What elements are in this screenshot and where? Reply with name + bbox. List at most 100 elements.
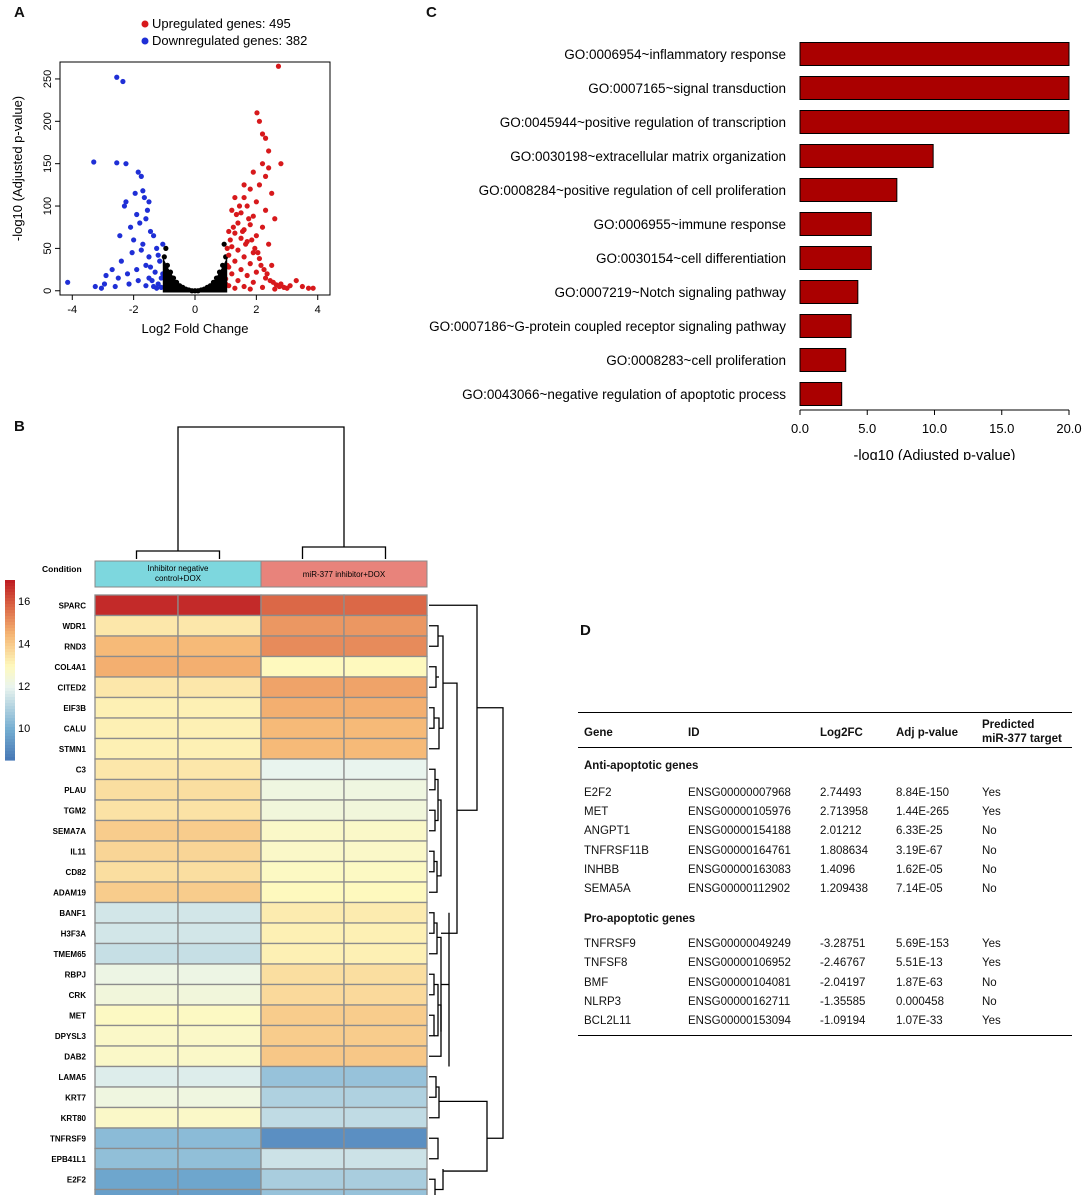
scale-segment [5, 721, 15, 725]
heatmap-cell [343, 1065, 428, 1088]
scatter-point [250, 250, 256, 256]
table-cell: ANGPT1 [584, 825, 631, 838]
scatter-point [144, 207, 151, 213]
table-cell: NLRP3 [584, 995, 622, 1008]
heatmap-cell [177, 696, 262, 719]
table-cell: 6.33E-25 [896, 825, 943, 838]
scale-segment [5, 730, 15, 734]
volcano-plot: -4 -2 0 2 4 0 50 100 150 200 250 Log2 Fold Change -l… [10, 16, 331, 336]
table-cell: 1.4096 [820, 863, 856, 876]
scale-segment [5, 604, 15, 608]
table-cell: 1.87E-63 [896, 976, 943, 989]
scale-segment [5, 601, 15, 605]
table-row: MET ENSG00000105976 2.713958 1.44E-265 Yes [578, 803, 1072, 822]
scale-segment [5, 664, 15, 668]
category-label: GO:0045944~positive regulation of transc… [500, 115, 786, 130]
heatmap-cell [343, 717, 428, 740]
scatter-point [241, 194, 247, 201]
scatter-point [259, 224, 266, 230]
scatter-point [147, 264, 154, 270]
scale-segment [5, 658, 15, 662]
y-axis-label: -log10 (Adjusted p-value) [10, 96, 25, 241]
scale-segment [5, 754, 15, 758]
gene-label: TMEM65 [54, 950, 87, 959]
x-tick-label: 4 [315, 304, 321, 316]
scatter-point [224, 245, 230, 251]
scatter-point [123, 199, 129, 205]
x-tick-label: 10.0 [922, 421, 947, 436]
table-cell: Yes [982, 938, 1001, 951]
y-tick-label: 100 [42, 197, 54, 215]
gene-label: WDR1 [62, 622, 86, 631]
scatter-point [229, 207, 235, 213]
x-tick-label: 0.0 [791, 421, 809, 436]
scale-segment [5, 610, 15, 614]
category-label: GO:0008284~positive regulation of cell p… [479, 183, 786, 198]
gene-label: STMN1 [59, 745, 87, 754]
heatmap-cell [94, 860, 179, 883]
scatter-point [236, 203, 243, 209]
scatter-point [158, 275, 164, 281]
table-cell: No [982, 995, 997, 1008]
row-dendrogram [429, 1076, 437, 1098]
heatmap-cell [177, 963, 262, 986]
scatter-point [269, 190, 275, 196]
scatter-point [129, 250, 135, 256]
scatter-point [262, 275, 269, 281]
row-dendrogram [429, 850, 435, 873]
heatmap-cell [343, 758, 428, 781]
table-cell: ENSG00000154188 [688, 825, 791, 838]
scatter-point [157, 258, 163, 264]
heatmap-cell [177, 1004, 262, 1027]
scale-segment [5, 643, 15, 647]
scale-segment [5, 616, 15, 620]
heatmap-cell [177, 901, 262, 924]
scatter-point [121, 203, 128, 209]
scatter-point [232, 285, 238, 291]
scale-segment [5, 637, 15, 641]
heatmap-cell [94, 963, 179, 986]
scatter-point [226, 252, 232, 258]
scatter-point [247, 286, 253, 292]
table-cell: TNFRSF9 [584, 938, 636, 951]
scatter-point [160, 241, 166, 247]
row-dendrogram [429, 717, 440, 750]
heatmap-cell [94, 758, 179, 781]
table-cell: TNFSF8 [584, 957, 628, 970]
scatter-point [246, 216, 252, 222]
scatter-point [272, 216, 278, 222]
heatmap-cell [343, 1045, 428, 1068]
scatter-point [247, 186, 253, 192]
row-dendrogram [429, 625, 439, 647]
scatter-point [244, 203, 250, 209]
heatmap-cell [94, 1127, 179, 1150]
scale-segment [5, 580, 15, 584]
header-gene: Gene [584, 727, 613, 739]
heatmap-cell [260, 1106, 345, 1129]
bar [799, 212, 872, 236]
heatmap-cell [343, 942, 428, 965]
heatmap-cell [343, 881, 428, 904]
heatmap-cell [177, 1127, 262, 1150]
scale-segment [5, 667, 15, 671]
scatter-point [114, 160, 120, 166]
heatmap-cell [177, 983, 262, 1006]
scale-segment [5, 622, 15, 626]
table-cell: ENSG00000106952 [688, 957, 791, 970]
heatmap-cell [260, 778, 345, 801]
y-tick-label: 0 [42, 288, 54, 294]
scale-segment [5, 724, 15, 728]
heatmap-cell [343, 655, 428, 678]
scale-segment [5, 757, 15, 761]
scale-segment [5, 589, 15, 593]
table-cell: 1.62E-05 [896, 863, 943, 876]
gene-label: CD82 [66, 868, 87, 877]
scatter-point [150, 233, 157, 239]
table-cell: No [982, 882, 997, 895]
heatmap-cell [343, 635, 428, 658]
table-cell: -2.04197 [820, 976, 866, 989]
heatmap-cell [343, 901, 428, 924]
category-label: GO:0043066~negative regulation of apopto… [462, 387, 786, 402]
x-tick-label: 5.0 [858, 421, 876, 436]
scatter-point [135, 169, 141, 175]
